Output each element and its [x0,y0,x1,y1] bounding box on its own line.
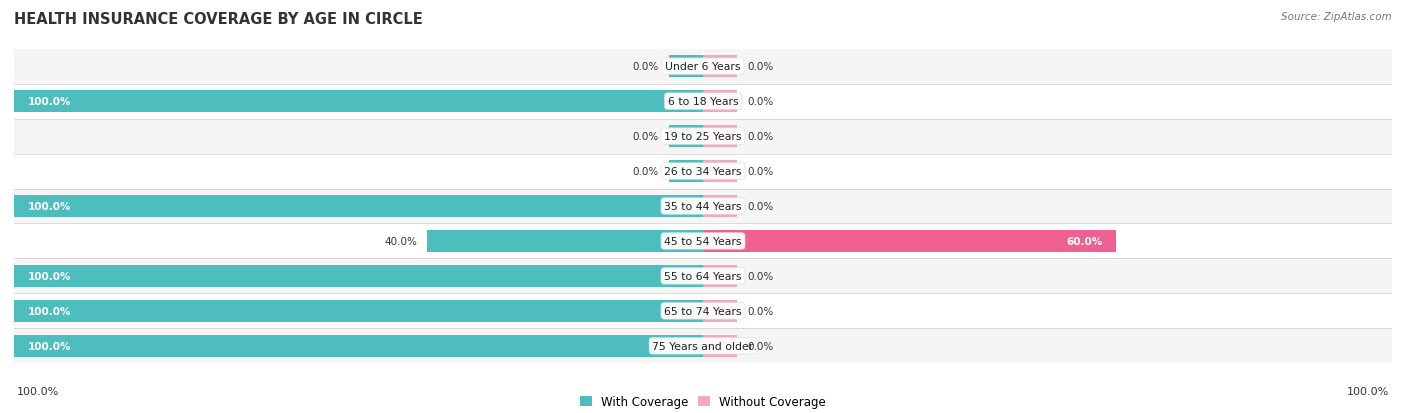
Text: HEALTH INSURANCE COVERAGE BY AGE IN CIRCLE: HEALTH INSURANCE COVERAGE BY AGE IN CIRC… [14,12,423,27]
Text: 0.0%: 0.0% [748,132,775,142]
Bar [703,230,1116,252]
Text: 40.0%: 40.0% [384,236,418,247]
Text: 0.0%: 0.0% [748,97,775,107]
Bar [14,91,703,113]
Text: 0.0%: 0.0% [748,306,775,316]
Bar [703,91,738,113]
Text: 100.0%: 100.0% [28,341,72,351]
Text: 100.0%: 100.0% [28,306,72,316]
Text: 0.0%: 0.0% [748,271,775,281]
Bar [14,329,1392,363]
Text: 0.0%: 0.0% [631,62,658,72]
Bar [14,335,703,357]
Bar [703,126,738,147]
Bar [669,126,703,147]
Text: 60.0%: 60.0% [1066,236,1102,247]
Bar [14,50,1392,84]
Bar [703,300,738,322]
Text: 65 to 74 Years: 65 to 74 Years [664,306,742,316]
Legend: With Coverage, Without Coverage: With Coverage, Without Coverage [579,395,827,408]
Bar [14,224,1392,259]
Text: 55 to 64 Years: 55 to 64 Years [664,271,742,281]
Text: 0.0%: 0.0% [748,341,775,351]
Bar [14,294,1392,329]
Bar [703,196,738,217]
Text: 0.0%: 0.0% [748,166,775,177]
Bar [14,259,1392,294]
Bar [703,56,738,78]
Text: 75 Years and older: 75 Years and older [652,341,754,351]
Bar [669,161,703,183]
Bar [14,266,703,287]
Bar [14,119,1392,154]
Bar [14,154,1392,189]
Bar [703,335,738,357]
Bar [14,196,703,217]
Text: 100.0%: 100.0% [17,387,59,396]
Text: 0.0%: 0.0% [748,62,775,72]
Text: 100.0%: 100.0% [28,271,72,281]
Text: 26 to 34 Years: 26 to 34 Years [664,166,742,177]
Bar [14,189,1392,224]
Text: Under 6 Years: Under 6 Years [665,62,741,72]
Text: 100.0%: 100.0% [28,97,72,107]
Text: 100.0%: 100.0% [1347,387,1389,396]
Text: 0.0%: 0.0% [631,132,658,142]
Bar [14,84,1392,119]
Text: 0.0%: 0.0% [748,202,775,211]
Bar [14,300,703,322]
Text: 100.0%: 100.0% [28,202,72,211]
Text: 45 to 54 Years: 45 to 54 Years [664,236,742,247]
Bar [427,230,703,252]
Text: 0.0%: 0.0% [631,166,658,177]
Bar [703,266,738,287]
Text: Source: ZipAtlas.com: Source: ZipAtlas.com [1281,12,1392,22]
Bar [703,161,738,183]
Text: 6 to 18 Years: 6 to 18 Years [668,97,738,107]
Text: 19 to 25 Years: 19 to 25 Years [664,132,742,142]
Bar [669,56,703,78]
Text: 35 to 44 Years: 35 to 44 Years [664,202,742,211]
